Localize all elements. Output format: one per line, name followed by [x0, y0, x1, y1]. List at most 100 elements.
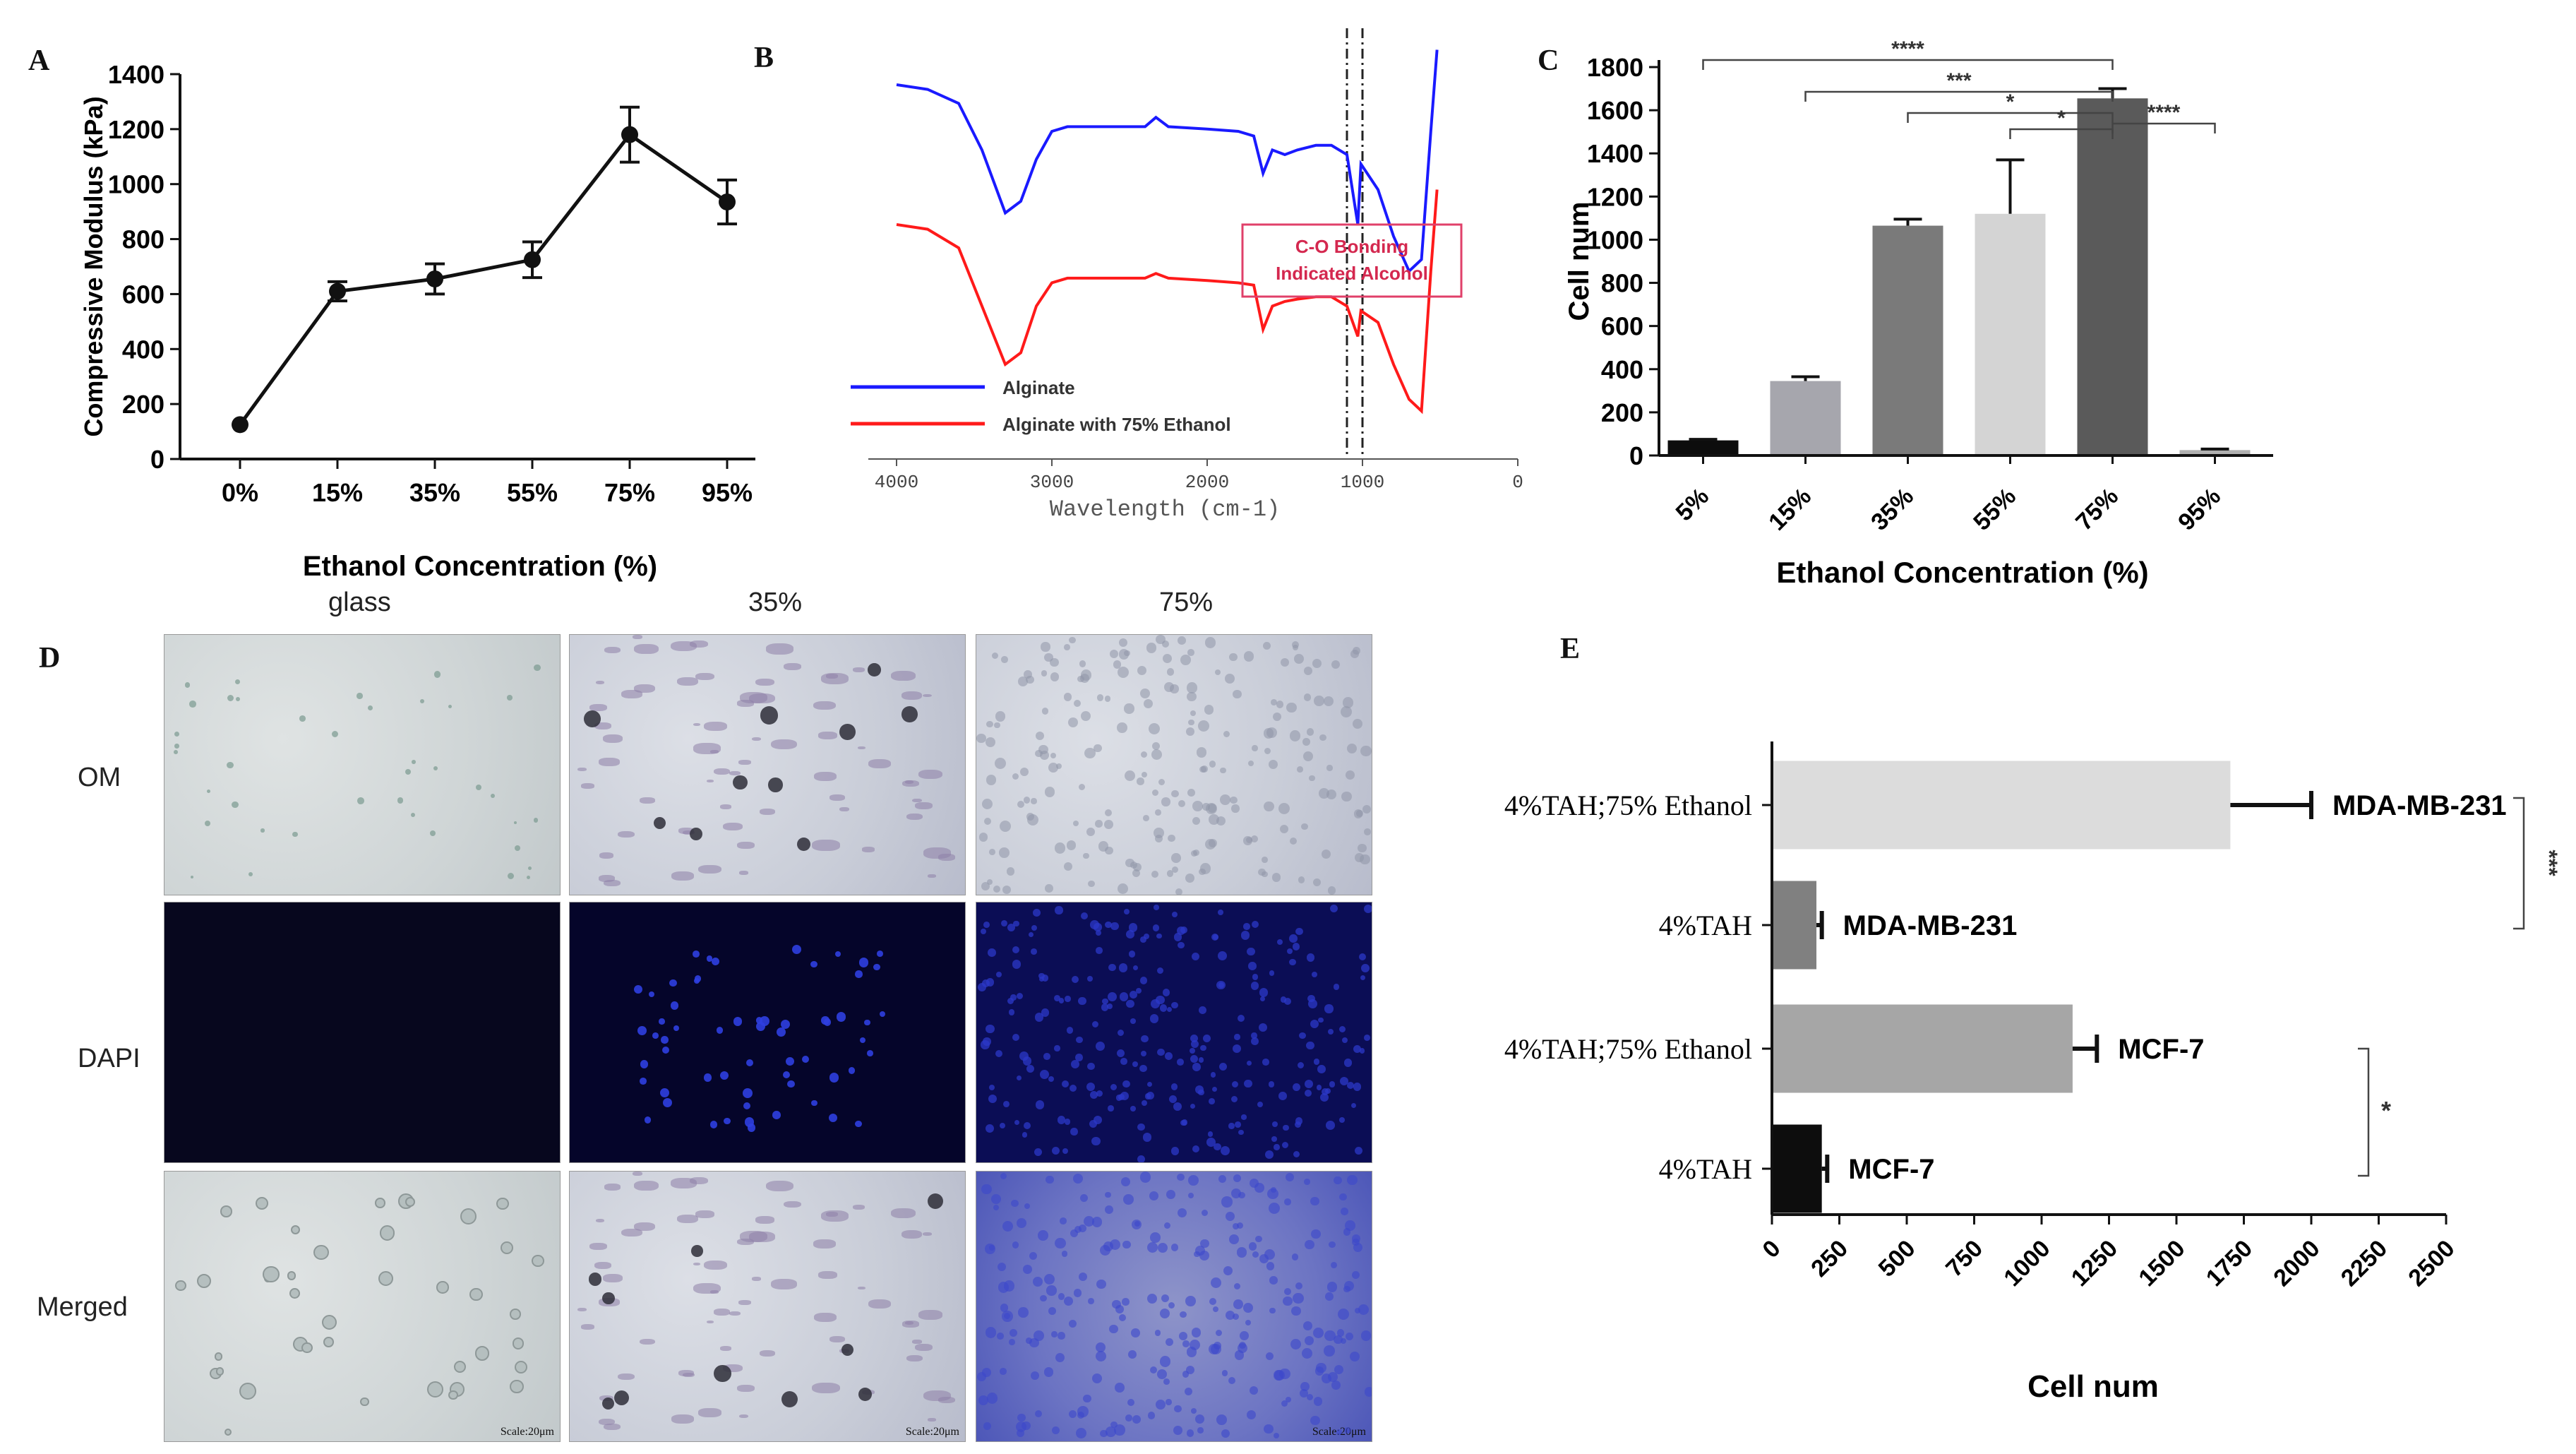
cell-blob [738, 1300, 751, 1306]
cell-blob [752, 737, 762, 741]
cell-blob [1091, 1217, 1103, 1227]
cell-blob [1246, 1410, 1256, 1420]
cell-blob [867, 1050, 874, 1056]
cell-blob [323, 1337, 335, 1347]
cell-blob [1108, 963, 1116, 972]
bar-label: MCF-7 [2118, 1034, 2204, 1065]
cell-blob [1095, 946, 1103, 954]
cell-blob [698, 864, 721, 874]
cell-blob [1058, 1332, 1065, 1340]
cell-blob [1017, 801, 1024, 809]
cell-blob [1170, 1244, 1179, 1252]
x-tick-label: 55% [507, 478, 558, 507]
cell-blob [1351, 1234, 1361, 1244]
cell-blob [771, 1278, 798, 1289]
cell-blob [1132, 1061, 1138, 1068]
cell-blob [1129, 951, 1136, 958]
cell-blob [1199, 863, 1211, 874]
cell-blob [1038, 976, 1044, 982]
cell-blob [1264, 1150, 1274, 1160]
cell-blob [1210, 1277, 1222, 1289]
data-point [329, 282, 346, 300]
x-tick-label: 0% [222, 478, 258, 507]
cell-blob [1172, 866, 1179, 873]
cell-blob [1209, 1098, 1216, 1105]
cell-blob [1341, 1337, 1347, 1344]
cell-blob [1221, 1145, 1230, 1155]
cell-blob [1310, 1415, 1320, 1426]
cell-blob [783, 1200, 801, 1208]
cell-blob [1324, 1004, 1334, 1013]
x-tick-label: 4000 [875, 472, 918, 493]
cell-blob [621, 1228, 643, 1237]
cell-blob [1012, 1034, 1019, 1042]
cell-blob [759, 808, 776, 815]
cell-blob [1306, 1394, 1313, 1401]
cell-blob [1228, 1123, 1235, 1129]
cell-blob [1353, 1243, 1362, 1253]
cell-blob [1122, 1298, 1130, 1306]
cell-blob [526, 876, 530, 880]
cell-blob [331, 730, 339, 738]
cell-blob [621, 690, 643, 699]
legend-label: Alginate [1002, 377, 1075, 398]
bar [1773, 1004, 2073, 1093]
cell-blob [220, 1205, 233, 1218]
cell-blob [594, 722, 612, 730]
cell-blob [1259, 1254, 1269, 1264]
micrograph-merged-35: Scale:20μm [569, 1171, 966, 1442]
micrograph-merged-75: Scale:20μm [976, 1171, 1372, 1442]
cell-blob [1067, 717, 1078, 727]
panel-letter-b: B [754, 42, 774, 74]
cell-blob [1125, 1414, 1132, 1422]
cell-blob [602, 1292, 615, 1305]
cell-blob [1142, 1133, 1152, 1142]
cell-blob [175, 1280, 186, 1292]
cell-blob [1113, 660, 1121, 669]
cell-blob [983, 1422, 991, 1430]
cell-blob [1088, 880, 1095, 888]
cell-blob [321, 1315, 337, 1330]
cell-blob [1146, 1082, 1152, 1087]
cell-blob [1154, 905, 1159, 910]
y-tick-label: 400 [122, 335, 164, 364]
cell-blob [1150, 999, 1160, 1008]
cell-blob [1180, 1311, 1187, 1318]
cell-blob [986, 774, 997, 785]
cell-blob [1166, 1190, 1175, 1200]
cell-blob [997, 1262, 1006, 1271]
cell-blob [1106, 1003, 1113, 1010]
cell-blob [1130, 1018, 1136, 1024]
cell-blob [802, 1055, 810, 1063]
cell-blob [1168, 834, 1175, 842]
cell-blob [755, 1016, 763, 1024]
cell-blob [1213, 1341, 1221, 1349]
cell-blob [1290, 730, 1301, 741]
cell-blob [1177, 1173, 1185, 1181]
cell-blob [1218, 910, 1223, 915]
cell-blob [1127, 1399, 1134, 1407]
cell-blob [1202, 802, 1210, 811]
cell-blob [669, 979, 677, 987]
cell-blob [781, 1391, 798, 1408]
cell-blob [1023, 670, 1032, 679]
cell-blob [1166, 1399, 1172, 1405]
cell-blob [1354, 1147, 1362, 1155]
x-tick-label: 2500 [2403, 1235, 2460, 1292]
cell-blob [1120, 1058, 1127, 1065]
significance-label: *** [2536, 850, 2562, 876]
cell-blob [634, 644, 659, 655]
cell-blob [737, 700, 754, 707]
cell-blob [710, 1290, 719, 1294]
cell-blob [1268, 759, 1278, 770]
cell-blob [1077, 675, 1084, 683]
cell-blob [978, 1395, 989, 1406]
cell-blob [507, 695, 513, 701]
cell-blob [1031, 948, 1037, 955]
cell-blob [1175, 888, 1183, 895]
significance-bracket [1702, 59, 2114, 70]
cell-blob [1074, 1225, 1082, 1234]
cell-blob [1117, 722, 1128, 734]
cell-blob [1237, 1343, 1248, 1354]
cell-blob [1091, 1373, 1103, 1383]
